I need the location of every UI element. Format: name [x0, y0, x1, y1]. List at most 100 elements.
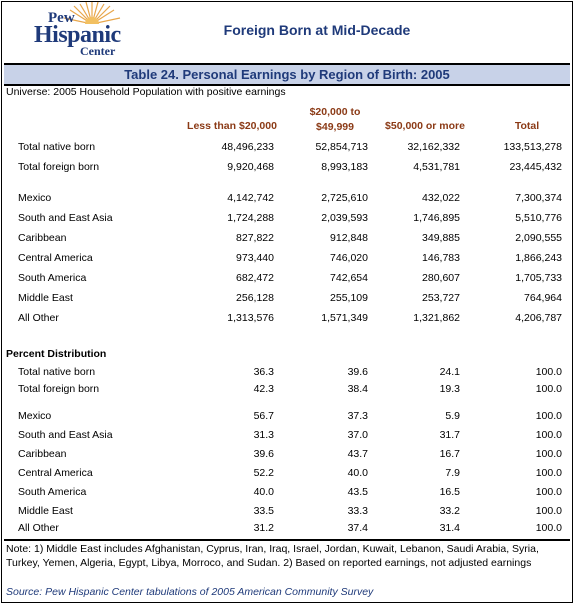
- cell-50000-or-more: 33.2: [439, 505, 460, 517]
- table-row: Total foreign born 9,920,468 8,993,183 4,53…: [2, 161, 572, 175]
- table-row: South America 682,472 742,654 280,607 1,705,…: [2, 272, 572, 286]
- cell-less-than-20000: 48,496,233: [221, 141, 274, 153]
- cell-total: 7,300,374: [515, 192, 562, 204]
- cell-total: 100.0: [535, 522, 562, 534]
- cell-20000-to-49999: 1,571,349: [321, 312, 368, 324]
- cell-less-than-20000: 40.0: [253, 486, 274, 498]
- cell-total: 100.0: [535, 429, 562, 441]
- column-header-total: Total: [514, 120, 540, 132]
- logo-hispanic: Hispanic: [34, 22, 121, 48]
- section-percent-distribution: Percent Distribution: [6, 348, 107, 360]
- cell-less-than-20000: 256,128: [236, 292, 274, 304]
- cell-total: 100.0: [535, 448, 562, 460]
- cell-less-than-20000: 52.2: [253, 467, 274, 479]
- cell-less-than-20000: 33.5: [253, 505, 274, 517]
- header-title: Foreign Born at Mid-Decade: [223, 22, 411, 38]
- cell-total: 100.0: [535, 366, 562, 378]
- cell-50000-or-more: 16.7: [439, 448, 460, 460]
- cell-20000-to-49999: 33.3: [347, 505, 368, 517]
- table-row: Total foreign born 42.3 38.4 19.3 100.0: [2, 383, 572, 397]
- table-row: Middle East 33.5 33.3 33.2 100.0: [2, 505, 572, 519]
- cell-20000-to-49999: 8,993,183: [321, 161, 368, 173]
- cell-20000-to-49999: 37.3: [347, 410, 368, 422]
- row-label: Middle East: [18, 292, 73, 304]
- row-label: Mexico: [18, 192, 52, 204]
- cell-less-than-20000: 31.3: [253, 429, 274, 441]
- row-label: All Other: [18, 522, 59, 534]
- cell-total: 100.0: [535, 505, 562, 517]
- cell-50000-or-more: 19.3: [439, 383, 460, 395]
- cell-20000-to-49999: 742,654: [330, 272, 368, 284]
- cell-20000-to-49999: 43.5: [347, 486, 368, 498]
- table-row: Total native born 48,496,233 52,854,713 32,…: [2, 141, 572, 155]
- cell-50000-or-more: 280,607: [422, 272, 460, 284]
- row-label: Mexico: [18, 410, 52, 422]
- cell-less-than-20000: 9,920,468: [227, 161, 274, 173]
- cell-total: 1,705,733: [515, 272, 562, 284]
- cell-total: 100.0: [535, 486, 562, 498]
- table-row: Total native born 36.3 39.6 24.1 100.0: [2, 366, 572, 380]
- footer-divider: [4, 539, 570, 541]
- logo-center: Center: [80, 44, 116, 58]
- cell-50000-or-more: 349,885: [422, 232, 460, 244]
- cell-20000-to-49999: 2,039,593: [321, 212, 368, 224]
- row-label: All Other: [18, 312, 59, 324]
- logo-pew: Pew: [48, 10, 75, 26]
- cell-less-than-20000: 1,313,576: [227, 312, 274, 324]
- table-row: All Other 1,313,576 1,571,349 1,321,862 4,20…: [2, 312, 572, 326]
- row-label: Caribbean: [18, 232, 67, 244]
- cell-50000-or-more: 5.9: [445, 410, 460, 422]
- cell-less-than-20000: 682,472: [236, 272, 274, 284]
- row-label: Caribbean: [18, 448, 67, 460]
- table-row: South and East Asia 31.3 37.0 31.7 100.0: [2, 429, 572, 443]
- table-row: Caribbean 827,822 912,848 349,885 2,090,555: [2, 232, 572, 246]
- cell-less-than-20000: 973,440: [236, 252, 274, 264]
- column-header-50000-or-more: $50,000 or more: [385, 120, 465, 132]
- universe-note: Universe: 2005 Household Population with…: [6, 86, 286, 98]
- row-label: Total foreign born: [18, 383, 100, 395]
- cell-total: 133,513,278: [503, 141, 562, 153]
- cell-total: 100.0: [535, 410, 562, 422]
- column-header-20000-to-49999: $20,000 to $49,999: [290, 106, 380, 133]
- cell-less-than-20000: 39.6: [253, 448, 274, 460]
- table-row: All Other 31.2 37.4 31.4 100.0: [2, 522, 572, 536]
- cell-less-than-20000: 827,822: [236, 232, 274, 244]
- cell-less-than-20000: 1,724,288: [227, 212, 274, 224]
- cell-20000-to-49999: 37.4: [347, 522, 368, 534]
- row-label: Middle East: [18, 505, 73, 517]
- table-row: Caribbean 39.6 43.7 16.7 100.0: [2, 448, 572, 462]
- header: Pew Hispanic Center Foreign Born at Mid-…: [2, 2, 572, 62]
- row-label: Central America: [18, 467, 93, 479]
- cell-20000-to-49999: 912,848: [330, 232, 368, 244]
- row-label: Total foreign born: [18, 161, 100, 173]
- table-row: Central America 52.2 40.0 7.9 100.0: [2, 467, 572, 481]
- cell-total: 23,445,432: [509, 161, 562, 173]
- cell-50000-or-more: 31.7: [439, 429, 460, 441]
- cell-20000-to-49999: 38.4: [347, 383, 368, 395]
- column-header-less-than-20000: Less than $20,000: [187, 120, 277, 132]
- cell-less-than-20000: 42.3: [253, 383, 274, 395]
- column-header-line-2: $49,999: [316, 121, 354, 133]
- cell-20000-to-49999: 40.0: [347, 467, 368, 479]
- row-label: South America: [18, 486, 87, 498]
- cell-50000-or-more: 31.4: [439, 522, 460, 534]
- cell-50000-or-more: 1,746,895: [413, 212, 460, 224]
- row-label: South and East Asia: [18, 212, 113, 224]
- cell-less-than-20000: 36.3: [253, 366, 274, 378]
- cell-50000-or-more: 253,727: [422, 292, 460, 304]
- cell-total: 5,510,776: [515, 212, 562, 224]
- cell-50000-or-more: 432,022: [422, 192, 460, 204]
- row-label: Total native born: [18, 366, 96, 378]
- cell-50000-or-more: 4,531,781: [413, 161, 460, 173]
- cell-20000-to-49999: 37.0: [347, 429, 368, 441]
- cell-20000-to-49999: 746,020: [330, 252, 368, 264]
- sunburst-icon: [63, 2, 121, 24]
- table-row: Mexico 4,142,742 2,725,610 432,022 7,300,374: [2, 192, 572, 206]
- row-label: Central America: [18, 252, 93, 264]
- cell-50000-or-more: 32,162,332: [407, 141, 460, 153]
- cell-20000-to-49999: 255,109: [330, 292, 368, 304]
- footnote: Note: 1) Middle East includes Afghanista…: [6, 543, 539, 569]
- cell-less-than-20000: 4,142,742: [227, 192, 274, 204]
- table-row: Middle East 256,128 255,109 253,727 764,964: [2, 292, 572, 306]
